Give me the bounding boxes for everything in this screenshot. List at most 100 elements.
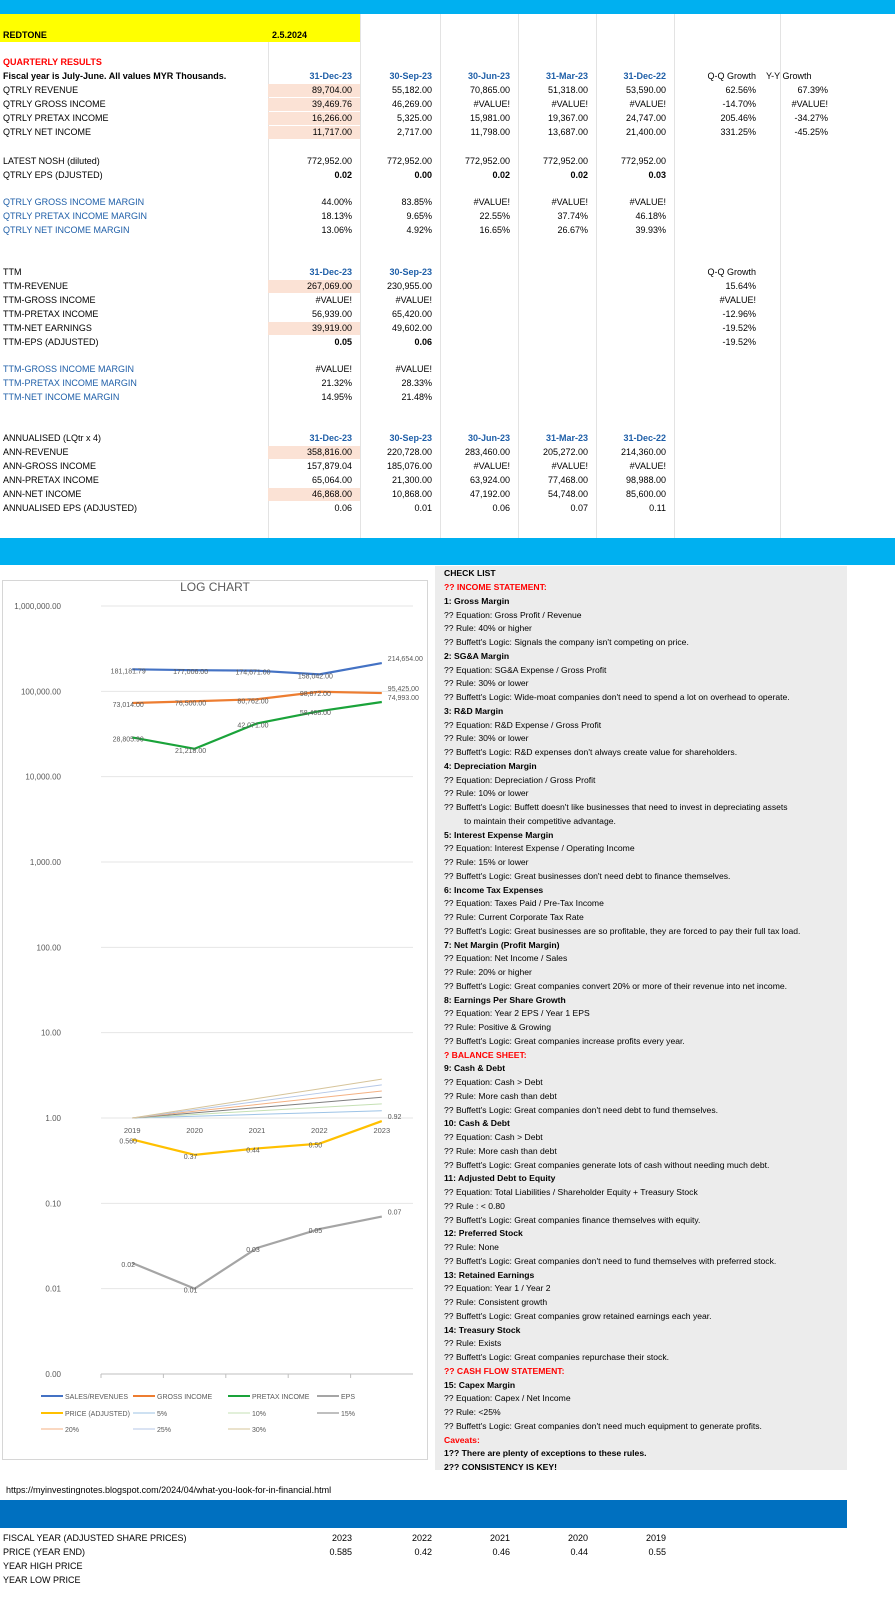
value-cell[interactable]: 83.85% [401,197,432,207]
value-cell[interactable]: 13.06% [321,225,352,235]
value-cell[interactable]: 16,266.00 [268,112,360,125]
fiscal-year[interactable]: 2023 [331,1533,352,1543]
row-label[interactable]: TTM-NET INCOME MARGIN [3,392,120,402]
fiscal-row-label[interactable]: YEAR LOW PRICE [3,1575,81,1585]
value-cell[interactable]: 44.00% [321,197,352,207]
qq-growth-value[interactable]: #VALUE! [719,295,756,305]
value-cell[interactable]: 22.55% [479,211,510,221]
log-chart[interactable]: LOG CHART 1,000,000.00 100,000.00 10,000.00… [2,580,428,1460]
date-cell[interactable]: 2.5.2024 [268,14,360,42]
fiscal-row-label[interactable]: PRICE (YEAR END) [3,1547,86,1557]
value-cell[interactable]: 70,865.00 [469,85,510,95]
row-label[interactable]: ANN-REVENUE [3,447,69,457]
date-header[interactable]: 31-Dec-22 [623,71,666,81]
date-header[interactable]: 30-Jun-23 [467,433,510,443]
value-cell[interactable]: 26.67% [557,225,588,235]
row-label[interactable]: ANN-NET INCOME [3,489,82,499]
row-label[interactable]: QTRLY PRETAX INCOME [3,113,109,123]
value-cell[interactable]: 39,469.76 [268,98,360,111]
value-cell[interactable]: 185,076.00 [386,461,432,471]
row-label[interactable]: TTM [3,267,22,277]
source-url-link[interactable]: https://myinvestingnotes.blogspot.com/20… [6,1485,332,1495]
row-label[interactable]: QTRLY PRETAX INCOME MARGIN [3,211,148,221]
date-header[interactable]: 30-Sep-23 [389,433,432,443]
value-cell[interactable]: 230,955.00 [386,281,432,291]
value-cell[interactable]: 55,182.00 [391,85,432,95]
value-cell[interactable]: 89,704.00 [268,84,360,97]
section-title[interactable]: QUARTERLY RESULTS [3,57,102,67]
value-cell[interactable]: 21.48% [401,392,432,402]
value-cell[interactable]: 15,981.00 [469,113,510,123]
value-cell[interactable]: 46.18% [635,211,666,221]
value-cell[interactable]: 11,798.00 [470,127,510,137]
fiscal-value[interactable] [518,1560,596,1573]
value-cell[interactable]: #VALUE! [473,461,510,471]
row-label[interactable]: QTRLY EPS (DJUSTED) [3,170,103,180]
date-header[interactable]: 31-Mar-23 [545,71,588,81]
row-label[interactable]: TTM-EPS (ADJUSTED) [3,337,99,347]
row-label[interactable]: TTM-NET EARNINGS [3,323,92,333]
qq-growth-value[interactable]: -19.52% [722,337,756,347]
row-label[interactable]: ANN-GROSS INCOME [3,461,97,471]
value-cell[interactable]: 772,952.00 [464,156,510,166]
yy-growth-value[interactable]: 67.39% [797,85,828,95]
yy-growth-value[interactable]: -34.27% [794,113,828,123]
date-header[interactable]: 31-Dec-23 [309,267,352,277]
value-cell[interactable]: 39.93% [635,225,666,235]
value-cell[interactable]: #VALUE! [473,197,510,207]
value-cell[interactable]: 18.13% [321,211,352,221]
value-cell[interactable]: 0.06 [492,503,510,513]
value-cell[interactable]: 19,367.00 [547,113,588,123]
value-cell[interactable]: 772,952.00 [620,156,666,166]
row-label[interactable]: QTRLY GROSS INCOME MARGIN [3,197,145,207]
yy-growth-value[interactable]: #VALUE! [791,99,828,109]
value-cell[interactable]: 54,748.00 [547,489,588,499]
value-cell[interactable]: 267,069.00 [268,280,360,293]
qq-growth-value[interactable]: -19.52% [722,323,756,333]
value-cell[interactable]: 0.00 [414,170,432,180]
value-cell[interactable]: #VALUE! [395,364,432,374]
value-cell[interactable]: 0.03 [648,170,666,180]
value-cell[interactable]: 0.06 [414,337,432,347]
value-cell[interactable]: 0.01 [414,503,432,513]
value-cell[interactable]: 56,939.00 [311,309,352,319]
value-cell[interactable]: 2,717.00 [396,127,432,137]
value-cell[interactable]: 85,600.00 [625,489,666,499]
date-header[interactable]: 31-Mar-23 [545,433,588,443]
value-cell[interactable]: 39,919.00 [268,322,360,335]
row-label[interactable]: QTRLY NET INCOME MARGIN [3,225,130,235]
value-cell[interactable]: 21,300.00 [391,475,432,485]
value-cell[interactable]: 65,420.00 [391,309,432,319]
value-cell[interactable]: 24,747.00 [625,113,666,123]
fiscal-value[interactable] [360,1574,440,1587]
value-cell[interactable]: 4.92% [406,225,432,235]
row-label[interactable]: QTRLY REVENUE [3,85,79,95]
fiscal-value[interactable] [518,1574,596,1587]
value-cell[interactable]: 0.06 [334,503,352,513]
value-cell[interactable]: 77,468.00 [547,475,588,485]
qq-growth-header[interactable]: Q-Q Growth [707,71,756,81]
value-cell[interactable]: #VALUE! [395,295,432,305]
value-cell[interactable]: #VALUE! [551,99,588,109]
fiscal-label[interactable]: FISCAL YEAR (ADJUSTED SHARE PRICES) [3,1533,187,1543]
qq-growth-value[interactable]: 205.46% [720,113,756,123]
value-cell[interactable]: 358,816.00 [268,446,360,459]
value-cell[interactable]: 157,879.04 [306,461,352,471]
value-cell[interactable]: #VALUE! [551,197,588,207]
value-cell[interactable]: 98,988.00 [625,475,666,485]
fiscal-value[interactable] [268,1574,360,1587]
fiscal-value[interactable]: 0.42 [414,1547,432,1557]
qq-growth-value[interactable]: 331.25% [720,127,756,137]
value-cell[interactable]: 65,064.00 [311,475,352,485]
date-header[interactable]: 30-Sep-23 [389,71,432,81]
qq-growth-value[interactable]: -14.70% [722,99,756,109]
value-cell[interactable]: 46,269.00 [391,99,432,109]
date-header[interactable]: 30-Jun-23 [467,71,510,81]
value-cell[interactable]: #VALUE! [473,99,510,109]
fiscal-year[interactable]: 2022 [411,1533,432,1543]
fiscal-value[interactable] [596,1574,674,1587]
yy-growth-value[interactable]: -45.25% [794,127,828,137]
value-cell[interactable]: 10,868.00 [391,489,432,499]
fiscal-row-label[interactable]: YEAR HIGH PRICE [3,1561,83,1571]
value-cell[interactable]: 220,728.00 [386,447,432,457]
